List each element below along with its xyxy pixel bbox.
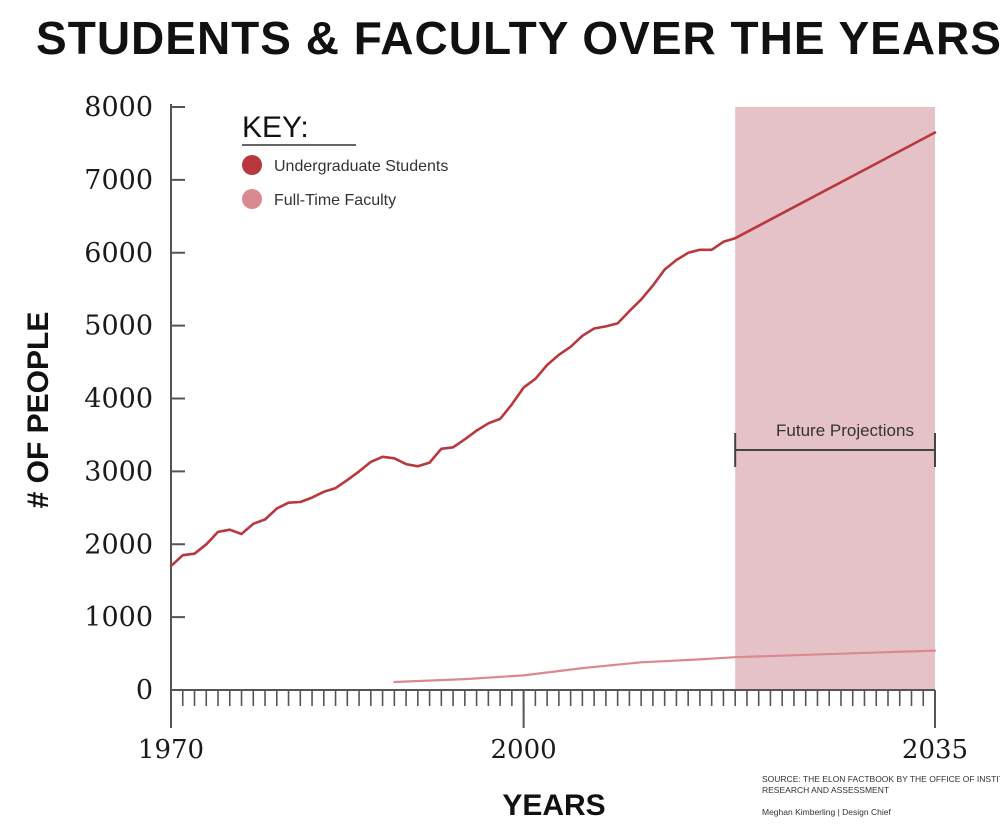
projection-band-layer <box>735 107 935 690</box>
y-tick-label: 7000 <box>84 165 153 196</box>
x-axis-title: YEARS <box>502 789 605 822</box>
credit: Meghan Kimberling | Design Chief <box>762 807 891 817</box>
legend-label-undergraduate-students: Undergraduate Students <box>274 158 448 175</box>
y-tick-label: 5000 <box>84 311 153 342</box>
x-tick-label: 1970 <box>138 735 204 765</box>
projection-band <box>735 107 935 690</box>
legend-label-full-time-faculty: Full-Time Faculty <box>274 192 396 209</box>
y-tick-label: 1000 <box>84 602 153 633</box>
y-tick-label: 4000 <box>84 384 153 415</box>
y-tick-label: 0 <box>136 675 153 706</box>
series-lines <box>169 131 937 684</box>
chart-title: STUDENTS & FACULTY OVER THE YEARS <box>36 12 1000 64</box>
legend-swatch-full-time-faculty <box>242 189 262 209</box>
y-tick-label: 8000 <box>84 92 153 123</box>
x-tick-label: 2000 <box>491 735 557 765</box>
x-tick-label: 2035 <box>902 735 968 765</box>
legend-swatch-undergraduate-students <box>242 155 262 175</box>
series-line-full-time-faculty <box>393 649 937 684</box>
projection-bracket <box>734 433 936 467</box>
y-axis-title: # OF PEOPLE <box>22 312 55 509</box>
projection-label: Future Projections <box>776 421 914 440</box>
axes <box>170 104 935 728</box>
series-line-undergraduate-students <box>169 131 937 568</box>
legend: KEY: Undergraduate Students Full-Time Fa… <box>242 111 448 209</box>
y-tick-label: 2000 <box>84 529 153 560</box>
ticks: 0 1000 2000 3000 4000 5000 6000 7000 8000 1970 200… <box>84 92 968 765</box>
legend-title: KEY: <box>242 111 309 144</box>
y-tick-label: 3000 <box>84 456 153 487</box>
source-line-1: SOURCE: THE ELON FACTBOOK BY THE OFFICE … <box>762 774 1000 784</box>
y-tick-label: 6000 <box>84 238 153 269</box>
source-line-2: RESEARCH AND ASSESSMENT <box>762 785 889 795</box>
